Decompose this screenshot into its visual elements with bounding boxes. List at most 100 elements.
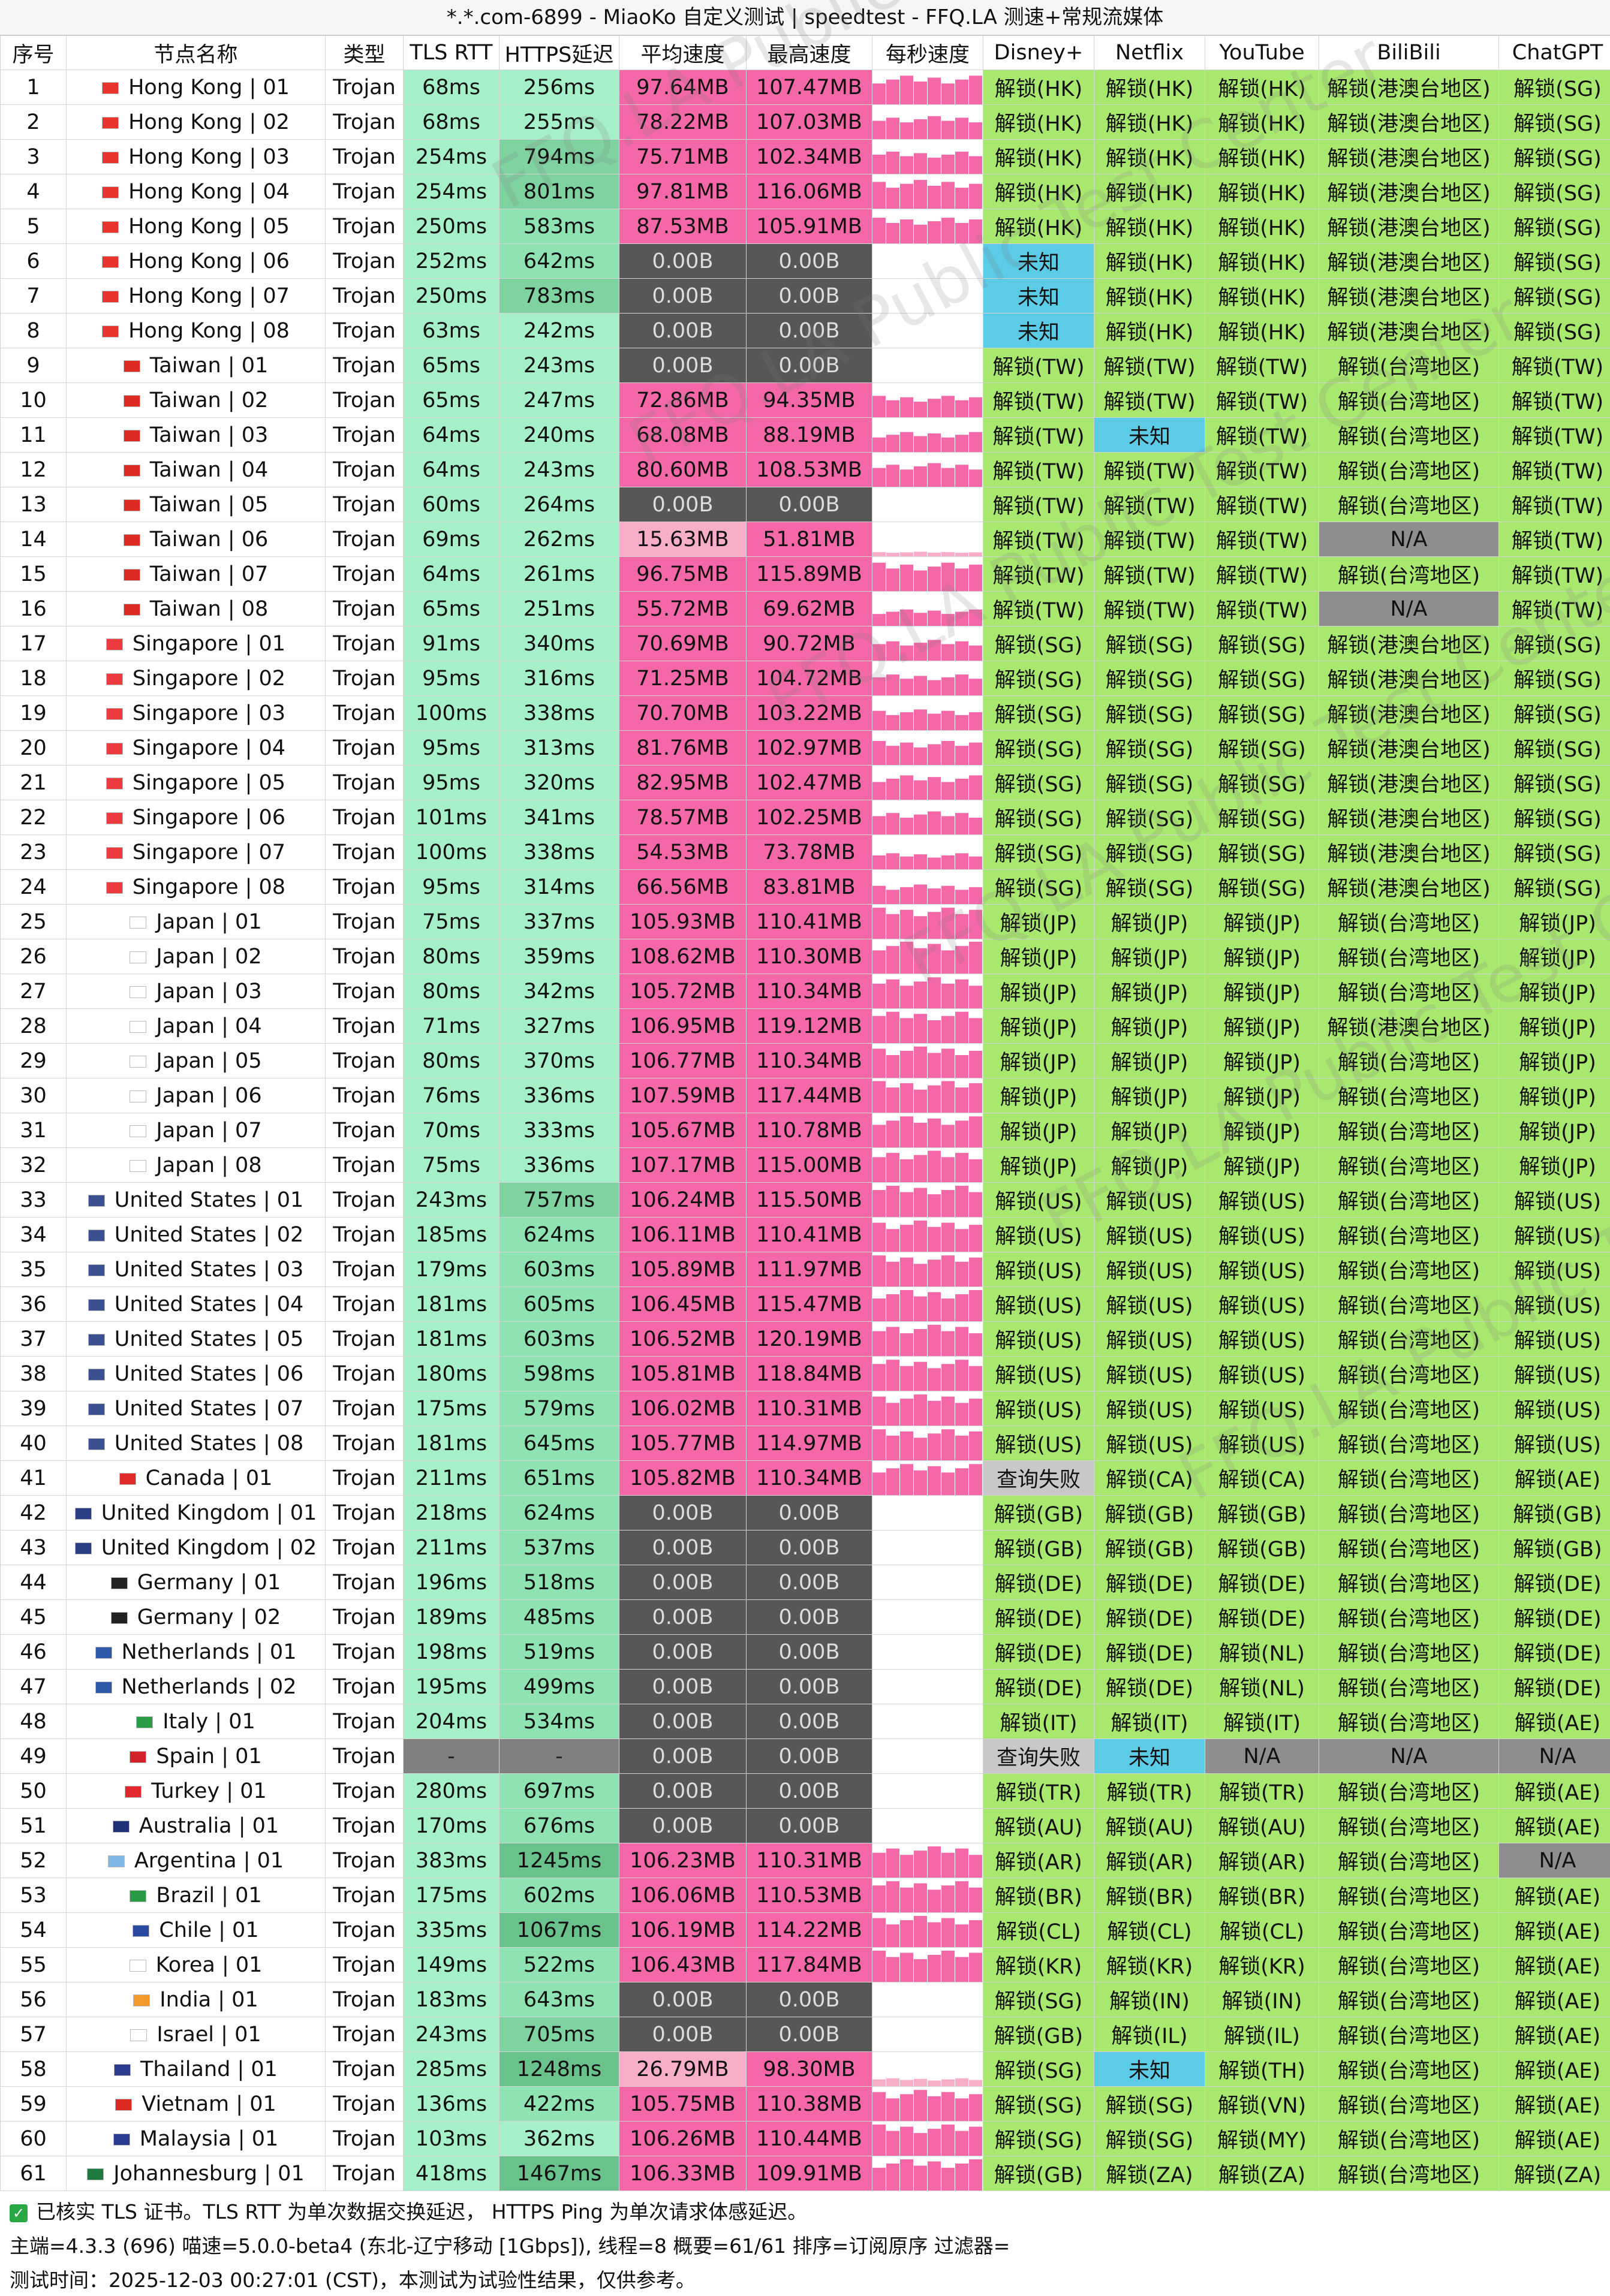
table-row[interactable]: 1 Hong Kong | 01 Trojan 68ms 256ms 97.64MB 107…: [0, 70, 1610, 105]
table-row[interactable]: 35 United States | 03 Trojan 179ms 603ms 105.…: [0, 1252, 1610, 1287]
per-second-bar: [928, 713, 941, 730]
disney-status: 解锁(HK): [983, 70, 1094, 105]
node-name: Netherlands | 02: [66, 1669, 326, 1704]
table-row[interactable]: 33 United States | 01 Trojan 243ms 757ms 106.…: [0, 1182, 1610, 1218]
table-row[interactable]: 34 United States | 02 Trojan 185ms 624ms 106.…: [0, 1217, 1610, 1252]
node-name: Germany | 01: [66, 1565, 326, 1600]
table-row[interactable]: 29 Japan | 05 Trojan 80ms 370ms 106.77MB 110.3…: [0, 1043, 1610, 1078]
table-row[interactable]: 40 United States | 08 Trojan 181ms 645ms 105.…: [0, 1426, 1610, 1461]
netflix-status: 解锁(TW): [1094, 522, 1205, 557]
col-header-index[interactable]: 序号: [0, 35, 67, 70]
node-name: Canada | 01: [66, 1460, 326, 1496]
table-row[interactable]: 53 Brazil | 01 Trojan 175ms 602ms 106.06MB 110…: [0, 1878, 1610, 1913]
table-row[interactable]: 48 Italy | 01 Trojan 204ms 534ms 0.00B 0.00B 解锁…: [0, 1704, 1610, 1739]
per-second-speed: [872, 2017, 983, 2052]
table-row[interactable]: 41 Canada | 01 Trojan 211ms 651ms 105.82MB 110…: [0, 1460, 1610, 1496]
per-second-bar: [969, 1050, 982, 1078]
col-header-chatgpt[interactable]: ChatGPT: [1498, 35, 1610, 70]
table-row[interactable]: 20 Singapore | 04 Trojan 95ms 313ms 81.76MB 10…: [0, 730, 1610, 766]
table-row[interactable]: 31 Japan | 07 Trojan 70ms 333ms 105.67MB 110.7…: [0, 1113, 1610, 1148]
table-row[interactable]: 10 Taiwan | 02 Trojan 65ms 247ms 72.86MB 94.35…: [0, 382, 1610, 418]
table-row[interactable]: 16 Taiwan | 08 Trojan 65ms 251ms 55.72MB 69.62…: [0, 591, 1610, 626]
https-latency: 534ms: [499, 1704, 619, 1739]
node-type: Trojan: [325, 104, 404, 140]
table-row[interactable]: 61 Johannesburg | 01 Trojan 418ms 1467ms 106.…: [0, 2156, 1610, 2191]
avg-speed: 0.00B: [619, 1982, 747, 2017]
col-header-bilibili[interactable]: BiliBili: [1319, 35, 1499, 70]
col-header-max-speed[interactable]: 最高速度: [746, 35, 872, 70]
col-header-youtube[interactable]: YouTube: [1205, 35, 1319, 70]
netflix-status: 解锁(TW): [1094, 591, 1205, 626]
table-row[interactable]: 5 Hong Kong | 05 Trojan 250ms 583ms 87.53MB 10…: [0, 209, 1610, 244]
table-row[interactable]: 18 Singapore | 02 Trojan 95ms 316ms 71.25MB 10…: [0, 661, 1610, 696]
avg-speed: 106.52MB: [619, 1321, 747, 1357]
table-row[interactable]: 23 Singapore | 07 Trojan 100ms 338ms 54.53MB 7…: [0, 834, 1610, 870]
table-row[interactable]: 57 Israel | 01 Trojan 243ms 705ms 0.00B 0.00B 解…: [0, 2017, 1610, 2052]
col-header-node-name[interactable]: 节点名称: [66, 35, 326, 70]
table-row[interactable]: 32 Japan | 08 Trojan 75ms 336ms 107.17MB 115.0…: [0, 1147, 1610, 1183]
per-second-bar: [900, 645, 913, 661]
node-name-label: Hong Kong | 08: [128, 318, 290, 343]
table-row[interactable]: 58 Thailand | 01 Trojan 285ms 1248ms 26.79MB 9…: [0, 2051, 1610, 2087]
table-row[interactable]: 42 United Kingdom | 01 Trojan 218ms 624ms 0.0…: [0, 1495, 1610, 1530]
table-row[interactable]: 59 Vietnam | 01 Trojan 136ms 422ms 105.75MB 11…: [0, 2086, 1610, 2122]
table-row[interactable]: 55 Korea | 01 Trojan 149ms 522ms 106.43MB 117.…: [0, 1947, 1610, 1982]
table-row[interactable]: 15 Taiwan | 07 Trojan 64ms 261ms 96.75MB 115.8…: [0, 556, 1610, 592]
table-row[interactable]: 9 Taiwan | 01 Trojan 65ms 243ms 0.00B 0.00B 解锁(…: [0, 348, 1610, 383]
table-row[interactable]: 8 Hong Kong | 08 Trojan 63ms 242ms 0.00B 0.00B…: [0, 313, 1610, 348]
tls-rtt: 170ms: [403, 1808, 499, 1843]
table-row[interactable]: 22 Singapore | 06 Trojan 101ms 341ms 78.57MB 1…: [0, 800, 1610, 835]
avg-speed: 106.26MB: [619, 2121, 747, 2156]
table-row[interactable]: 49 Spain | 01 Trojan - -0.00B 0.00B 查询失败 未知 N/A N…: [0, 1738, 1610, 1774]
table-row[interactable]: 56 India | 01 Trojan 183ms 643ms 0.00B 0.00B 解锁…: [0, 1982, 1610, 2017]
table-row[interactable]: 2 Hong Kong | 02 Trojan 68ms 255ms 78.22MB 107…: [0, 104, 1610, 140]
table-row[interactable]: 4 Hong Kong | 04 Trojan 254ms 801ms 97.81MB 11…: [0, 174, 1610, 209]
youtube-status: 解锁(US): [1205, 1217, 1319, 1252]
table-row[interactable]: 45 Germany | 02 Trojan 189ms 485ms 0.00B 0.00B…: [0, 1599, 1610, 1635]
table-row[interactable]: 37 United States | 05 Trojan 181ms 603ms 106.…: [0, 1321, 1610, 1357]
per-second-speed: [872, 1182, 983, 1218]
table-row[interactable]: 60 Malaysia | 01 Trojan 103ms 362ms 106.26MB 1…: [0, 2121, 1610, 2156]
table-row[interactable]: 47 Netherlands | 02 Trojan 195ms 499ms 0.00B 0…: [0, 1669, 1610, 1704]
disney-status: 解锁(US): [983, 1252, 1094, 1287]
table-row[interactable]: 24 Singapore | 08 Trojan 95ms 314ms 66.56MB 83…: [0, 869, 1610, 905]
table-row[interactable]: 12 Taiwan | 04 Trojan 64ms 243ms 80.60MB 108.5…: [0, 452, 1610, 487]
col-header-avg-speed[interactable]: 平均速度: [619, 35, 747, 70]
per-second-bar: [969, 1366, 982, 1391]
https-latency: 705ms: [499, 2017, 619, 2052]
table-row[interactable]: 44 Germany | 01 Trojan 196ms 518ms 0.00B 0.00B…: [0, 1565, 1610, 1600]
table-row[interactable]: 13 Taiwan | 05 Trojan 60ms 264ms 0.00B 0.00B 解锁…: [0, 487, 1610, 522]
table-row[interactable]: 14 Taiwan | 06 Trojan 69ms 262ms 15.63MB 51.81…: [0, 522, 1610, 557]
row-index: 10: [0, 382, 67, 418]
table-row[interactable]: 46 Netherlands | 01 Trojan 198ms 519ms 0.00B 0…: [0, 1634, 1610, 1670]
table-row[interactable]: 51 Australia | 01 Trojan 170ms 676ms 0.00B 0.0…: [0, 1808, 1610, 1843]
node-name-label: Singapore | 05: [132, 770, 286, 795]
col-header-https-latency[interactable]: HTTPS延迟: [499, 35, 619, 70]
col-header-netflix[interactable]: Netflix: [1094, 35, 1205, 70]
table-row[interactable]: 28 Japan | 04 Trojan 71ms 327ms 106.95MB 119.1…: [0, 1008, 1610, 1044]
col-header-disney[interactable]: Disney+: [983, 35, 1094, 70]
table-row[interactable]: 26 Japan | 02 Trojan 80ms 359ms 108.62MB 110.3…: [0, 939, 1610, 974]
col-header-per-second-speed[interactable]: 每秒速度: [872, 35, 983, 70]
table-row[interactable]: 52 Argentina | 01 Trojan 383ms 1245ms 106.23M…: [0, 1843, 1610, 1878]
netflix-status: 解锁(JP): [1094, 904, 1205, 939]
table-row[interactable]: 27 Japan | 03 Trojan 80ms 342ms 105.72MB 110.3…: [0, 974, 1610, 1009]
table-row[interactable]: 43 United Kingdom | 02 Trojan 211ms 537ms 0.0…: [0, 1530, 1610, 1565]
table-row[interactable]: 17 Singapore | 01 Trojan 91ms 340ms 70.69MB 90…: [0, 626, 1610, 661]
bilibili-status: 解锁(台湾地区): [1319, 1495, 1499, 1530]
table-row[interactable]: 38 United States | 06 Trojan 180ms 598ms 105.…: [0, 1356, 1610, 1391]
table-row[interactable]: 6 Hong Kong | 06 Trojan 252ms 642ms 0.00B 0.00…: [0, 243, 1610, 279]
table-row[interactable]: 30 Japan | 06 Trojan 76ms 336ms 107.59MB 117.4…: [0, 1078, 1610, 1113]
table-row[interactable]: 25 Japan | 01 Trojan 75ms 337ms 105.93MB 110.4…: [0, 904, 1610, 939]
table-row[interactable]: 21 Singapore | 05 Trojan 95ms 320ms 82.95MB 10…: [0, 765, 1610, 800]
table-row[interactable]: 50 Turkey | 01 Trojan 280ms 697ms 0.00B 0.00B 解…: [0, 1773, 1610, 1809]
table-row[interactable]: 39 United States | 07 Trojan 175ms 579ms 106.…: [0, 1391, 1610, 1426]
table-row[interactable]: 3 Hong Kong | 03 Trojan 254ms 794ms 75.71MB 10…: [0, 139, 1610, 174]
col-header-tls-rtt[interactable]: TLS RTT: [403, 35, 499, 70]
table-row[interactable]: 36 United States | 04 Trojan 181ms 605ms 106.…: [0, 1286, 1610, 1322]
table-row[interactable]: 7 Hong Kong | 07 Trojan 250ms 783ms 0.00B 0.00…: [0, 278, 1610, 314]
table-row[interactable]: 11 Taiwan | 03 Trojan 64ms 240ms 68.08MB 88.19…: [0, 417, 1610, 453]
table-row[interactable]: 19 Singapore | 03 Trojan 100ms 338ms 70.70MB 1…: [0, 695, 1610, 731]
col-header-type[interactable]: 类型: [325, 35, 404, 70]
table-row[interactable]: 54 Chile | 01 Trojan 335ms 1067ms 106.19MB 114…: [0, 1912, 1610, 1948]
